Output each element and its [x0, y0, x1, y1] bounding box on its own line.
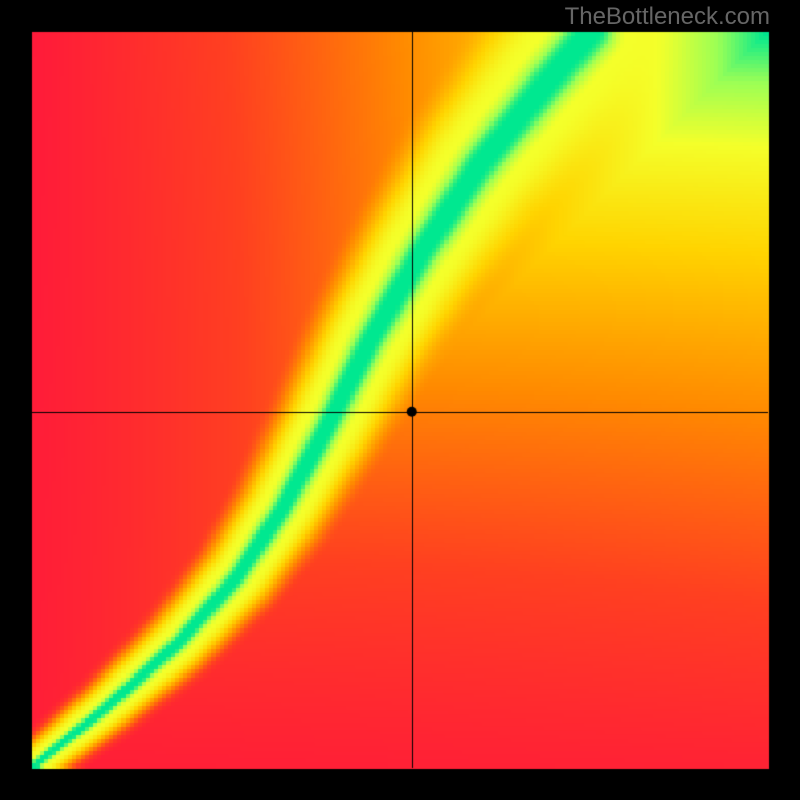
chart-container: TheBottleneck.com	[0, 0, 800, 800]
bottleneck-heatmap	[0, 0, 800, 800]
watermark-text: TheBottleneck.com	[565, 3, 770, 31]
